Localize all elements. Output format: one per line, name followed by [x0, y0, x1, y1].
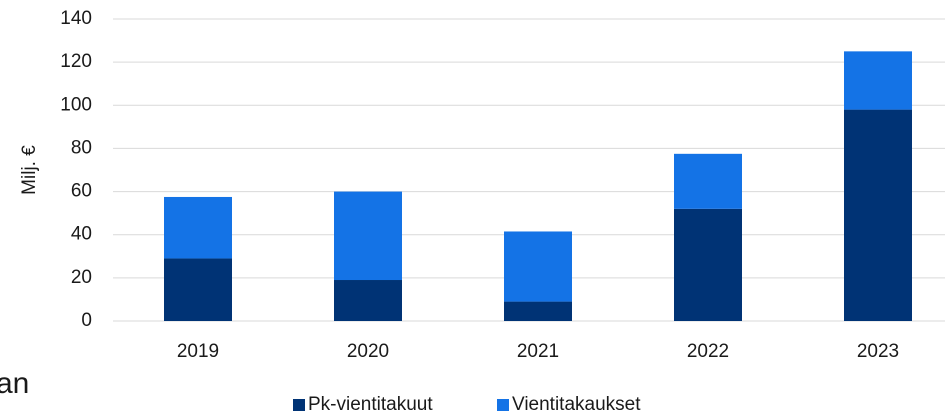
- bar-segment: [674, 208, 742, 321]
- x-tick-label: 2020: [347, 341, 389, 362]
- bar-segment: [334, 191, 402, 281]
- x-tick-label: 2019: [177, 341, 219, 362]
- bar-segment: [334, 280, 402, 321]
- y-tick-label: 0: [81, 310, 92, 331]
- x-tick-label: 2022: [687, 341, 729, 362]
- y-tick-label: 80: [71, 137, 92, 158]
- bar-segment: [504, 231, 572, 302]
- y-tick-label: 120: [60, 51, 92, 72]
- y-tick-label: 20: [71, 267, 92, 288]
- y-tick-label: 60: [71, 181, 92, 202]
- y-axis-title: Milj. €: [19, 145, 40, 195]
- y-tick-label: 40: [71, 224, 92, 245]
- x-tick-label: 2023: [857, 341, 899, 362]
- bar-segment: [844, 109, 912, 321]
- legend-label: Vientitakaukset: [512, 394, 641, 415]
- bar-segment: [504, 301, 572, 321]
- bar-segment: [674, 153, 742, 209]
- bar-segment: [844, 51, 912, 110]
- bar-segment: [164, 258, 232, 321]
- annotation: an: [0, 367, 29, 400]
- legend-swatch: [293, 399, 305, 411]
- y-tick-label: 100: [60, 94, 92, 115]
- y-tick-label: 140: [60, 8, 92, 29]
- legend-label: Pk-vientitakuut: [308, 394, 433, 415]
- legend-swatch: [497, 399, 509, 411]
- x-tick-label: 2021: [517, 341, 559, 362]
- bar-segment: [164, 196, 232, 259]
